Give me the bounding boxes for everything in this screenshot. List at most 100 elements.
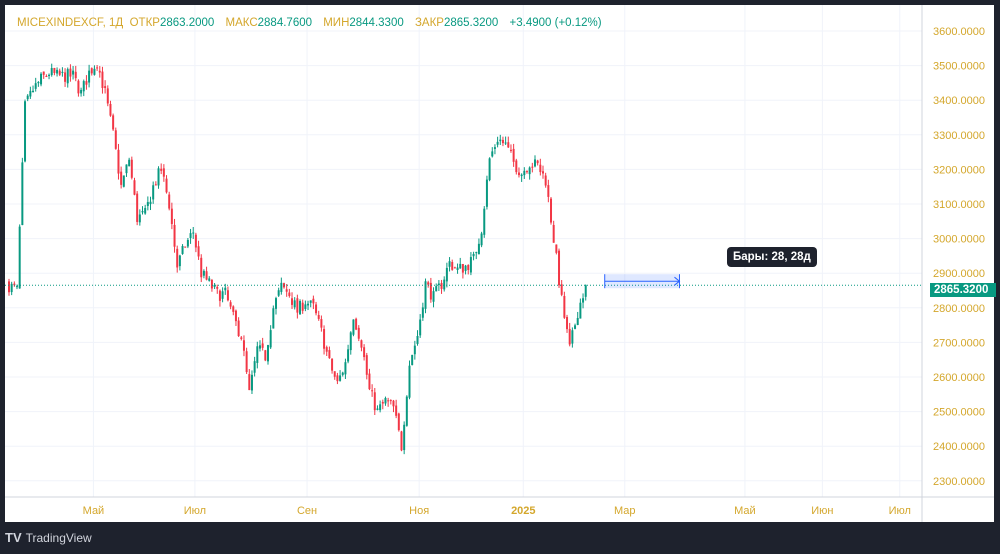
candle-body <box>275 298 277 309</box>
candle-body <box>128 159 131 167</box>
y-tick-label: 2900.0000 <box>933 268 985 280</box>
candle-body <box>184 246 187 248</box>
y-tick-label: 2700.0000 <box>933 337 985 349</box>
candle-body <box>178 255 181 267</box>
candle-body <box>96 67 99 69</box>
candle-body <box>117 149 120 174</box>
candle-body <box>435 286 438 292</box>
candle-body <box>445 267 448 282</box>
candle-body <box>98 70 101 73</box>
candle-body <box>555 244 558 253</box>
candle-body <box>347 349 350 362</box>
candle-body <box>544 175 547 186</box>
candle-body <box>48 74 51 76</box>
candle-body <box>114 130 117 149</box>
candle-body <box>210 280 213 289</box>
candle-body <box>464 265 467 271</box>
candle-body <box>371 390 374 392</box>
candle-body <box>379 404 382 411</box>
candle-body <box>221 291 224 299</box>
candle-body <box>82 81 85 92</box>
measure-tooltip: Бары: 28, 28д <box>727 247 817 267</box>
candle-body <box>363 347 366 358</box>
candle-body <box>138 214 141 223</box>
candle-body <box>141 211 144 213</box>
x-tick-label: Мар <box>614 505 636 517</box>
candlestick-chart[interactable]: 2300.0000 2400.0000 2500.0000 2600.0000 2700… <box>5 5 994 522</box>
candle-body <box>317 314 320 319</box>
high-label: МАКС <box>225 17 258 29</box>
y-tick-label: 3600.0000 <box>933 26 985 38</box>
candle-body <box>584 285 587 297</box>
x-tick-label: Ноя <box>409 505 429 517</box>
candle-body <box>355 318 358 330</box>
change-value: +3.4900 (+0.12%) <box>509 17 602 29</box>
chart-pane[interactable]: 2300.0000 2400.0000 2500.0000 2600.0000 2700… <box>5 5 996 522</box>
candle-body <box>539 164 542 173</box>
candle-body <box>323 329 326 349</box>
candle-body <box>571 330 574 344</box>
candle-body <box>419 319 422 336</box>
low-value: 2844.3300 <box>349 17 404 29</box>
candle-body <box>320 319 323 328</box>
high-value: 2884.7600 <box>257 17 313 29</box>
candle-body <box>443 279 446 290</box>
candle-body <box>475 252 478 254</box>
candle-body <box>483 208 486 235</box>
candle-body <box>258 345 261 349</box>
candle-body <box>8 281 10 293</box>
candle-body <box>384 397 387 404</box>
candle-body <box>237 320 240 337</box>
candle-body <box>24 101 27 162</box>
candle-body <box>226 290 229 301</box>
candle-body <box>29 90 32 97</box>
candle-body <box>339 375 342 381</box>
candle-body <box>411 354 414 365</box>
y-tick-label: 3000.0000 <box>933 234 985 246</box>
candle-body <box>542 171 544 174</box>
candle-body <box>21 162 24 226</box>
y-tick-label: 2800.0000 <box>933 303 985 315</box>
candle-body <box>162 168 165 177</box>
candle-body <box>525 171 528 173</box>
candle-body <box>208 278 211 281</box>
y-tick-label: 3200.0000 <box>933 164 985 176</box>
tradingview-logo-icon[interactable]: TV <box>5 530 22 545</box>
candle-body <box>558 250 561 286</box>
symbol-name[interactable]: MICEXINDEXCF, 1Д <box>17 17 124 29</box>
candle-body <box>136 193 139 222</box>
candle-body <box>507 142 510 148</box>
candle-body <box>194 234 197 248</box>
candle-body <box>517 172 520 176</box>
candle-body <box>240 337 243 339</box>
open-label: ОТКР <box>129 17 160 29</box>
y-tick-label: 3300.0000 <box>933 130 985 142</box>
candle-body <box>58 70 61 75</box>
candle-body <box>427 282 430 285</box>
candle-body <box>205 271 208 280</box>
candle-body <box>576 317 579 326</box>
candle-body <box>456 267 459 270</box>
candle-body <box>224 287 227 291</box>
candle-body <box>288 292 291 296</box>
candle-body <box>520 174 523 177</box>
candle-body <box>429 282 432 300</box>
candle-body <box>261 343 264 348</box>
candle-body <box>459 263 462 269</box>
candle-body <box>42 71 45 75</box>
candle-body <box>566 317 569 330</box>
candle-body <box>176 248 179 268</box>
candle-body <box>296 298 299 313</box>
candle-body <box>80 89 83 94</box>
candle-body <box>304 304 307 309</box>
brand-name[interactable]: TradingView <box>25 530 92 545</box>
candle-body <box>218 290 221 301</box>
candle-body <box>154 184 157 186</box>
candle-body <box>216 286 219 289</box>
candle-body <box>469 257 472 273</box>
candle-body <box>582 298 585 303</box>
candle-body <box>109 103 112 116</box>
candle-body <box>531 166 534 168</box>
candle-body <box>392 400 395 407</box>
y-tick-label: 3500.0000 <box>933 61 985 73</box>
